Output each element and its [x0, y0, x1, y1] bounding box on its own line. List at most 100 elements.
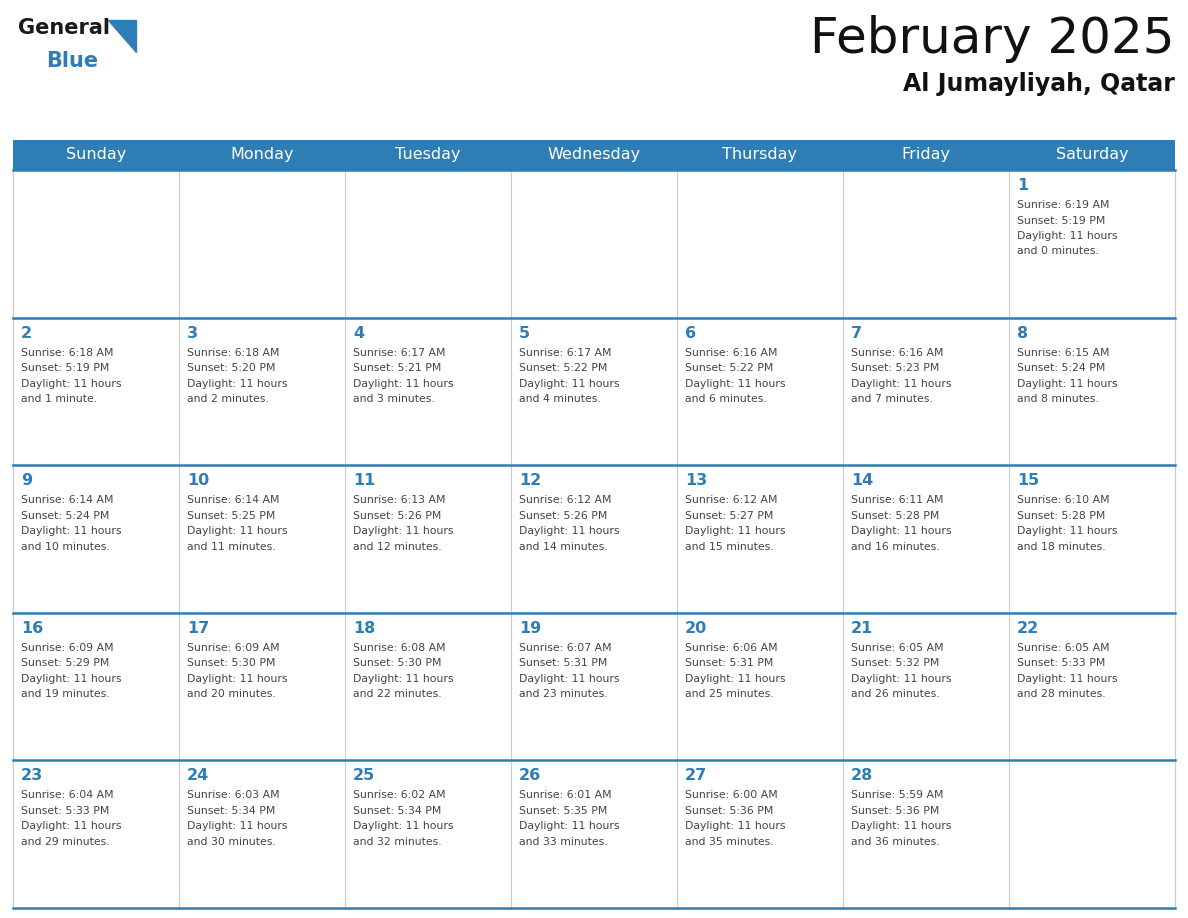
Text: and 1 minute.: and 1 minute. — [21, 394, 97, 404]
Text: Daylight: 11 hours: Daylight: 11 hours — [353, 822, 454, 832]
Text: and 29 minutes.: and 29 minutes. — [21, 837, 109, 847]
Text: and 15 minutes.: and 15 minutes. — [685, 542, 773, 552]
Text: 5: 5 — [519, 326, 530, 341]
Text: Daylight: 11 hours: Daylight: 11 hours — [685, 526, 785, 536]
Polygon shape — [108, 20, 135, 52]
Text: 8: 8 — [1017, 326, 1028, 341]
Text: Daylight: 11 hours: Daylight: 11 hours — [187, 674, 287, 684]
Text: Daylight: 11 hours: Daylight: 11 hours — [21, 822, 121, 832]
Text: Sunset: 5:36 PM: Sunset: 5:36 PM — [685, 806, 773, 816]
Text: and 32 minutes.: and 32 minutes. — [353, 837, 442, 847]
Text: Daylight: 11 hours: Daylight: 11 hours — [851, 378, 952, 388]
Text: and 36 minutes.: and 36 minutes. — [851, 837, 940, 847]
Text: Sunset: 5:25 PM: Sunset: 5:25 PM — [187, 510, 276, 521]
Text: Daylight: 11 hours: Daylight: 11 hours — [187, 378, 287, 388]
Text: February 2025: February 2025 — [810, 15, 1175, 63]
Text: Daylight: 11 hours: Daylight: 11 hours — [685, 674, 785, 684]
Text: 4: 4 — [353, 326, 365, 341]
Text: Sunrise: 6:03 AM: Sunrise: 6:03 AM — [187, 790, 279, 800]
Text: Sunset: 5:35 PM: Sunset: 5:35 PM — [519, 806, 607, 816]
Text: Sunday: Sunday — [65, 148, 126, 162]
Text: 14: 14 — [851, 473, 873, 488]
Text: 22: 22 — [1017, 621, 1040, 636]
Text: Sunrise: 6:10 AM: Sunrise: 6:10 AM — [1017, 495, 1110, 505]
Text: Daylight: 11 hours: Daylight: 11 hours — [519, 526, 619, 536]
Text: and 11 minutes.: and 11 minutes. — [187, 542, 276, 552]
Text: Daylight: 11 hours: Daylight: 11 hours — [519, 674, 619, 684]
Text: 6: 6 — [685, 326, 696, 341]
Text: Sunset: 5:19 PM: Sunset: 5:19 PM — [1017, 216, 1105, 226]
Text: Sunset: 5:26 PM: Sunset: 5:26 PM — [353, 510, 442, 521]
Text: Daylight: 11 hours: Daylight: 11 hours — [851, 674, 952, 684]
Text: Sunrise: 5:59 AM: Sunrise: 5:59 AM — [851, 790, 943, 800]
Text: Daylight: 11 hours: Daylight: 11 hours — [1017, 378, 1118, 388]
Text: Sunrise: 6:09 AM: Sunrise: 6:09 AM — [187, 643, 279, 653]
Text: and 28 minutes.: and 28 minutes. — [1017, 689, 1106, 700]
Text: and 25 minutes.: and 25 minutes. — [685, 689, 773, 700]
Text: and 30 minutes.: and 30 minutes. — [187, 837, 276, 847]
Text: Daylight: 11 hours: Daylight: 11 hours — [685, 822, 785, 832]
Text: and 23 minutes.: and 23 minutes. — [519, 689, 607, 700]
Text: Daylight: 11 hours: Daylight: 11 hours — [21, 378, 121, 388]
Text: Sunrise: 6:05 AM: Sunrise: 6:05 AM — [851, 643, 943, 653]
Text: Sunset: 5:29 PM: Sunset: 5:29 PM — [21, 658, 109, 668]
Text: 10: 10 — [187, 473, 209, 488]
Text: Sunset: 5:34 PM: Sunset: 5:34 PM — [353, 806, 442, 816]
Bar — [13, 170, 1175, 908]
Text: 26: 26 — [519, 768, 542, 783]
Text: 2: 2 — [21, 326, 32, 341]
Text: Daylight: 11 hours: Daylight: 11 hours — [21, 526, 121, 536]
Text: Sunrise: 6:08 AM: Sunrise: 6:08 AM — [353, 643, 446, 653]
Text: Sunset: 5:21 PM: Sunset: 5:21 PM — [353, 364, 442, 373]
Text: 19: 19 — [519, 621, 542, 636]
Text: 15: 15 — [1017, 473, 1040, 488]
Text: Sunrise: 6:19 AM: Sunrise: 6:19 AM — [1017, 200, 1110, 210]
Text: General: General — [18, 18, 110, 38]
Text: Sunrise: 6:18 AM: Sunrise: 6:18 AM — [21, 348, 114, 358]
Text: Sunrise: 6:05 AM: Sunrise: 6:05 AM — [1017, 643, 1110, 653]
Text: Sunset: 5:24 PM: Sunset: 5:24 PM — [1017, 364, 1105, 373]
Text: Sunrise: 6:16 AM: Sunrise: 6:16 AM — [851, 348, 943, 358]
Text: Sunrise: 6:12 AM: Sunrise: 6:12 AM — [519, 495, 612, 505]
Text: 11: 11 — [353, 473, 375, 488]
Text: Daylight: 11 hours: Daylight: 11 hours — [519, 378, 619, 388]
Text: Sunrise: 6:13 AM: Sunrise: 6:13 AM — [353, 495, 446, 505]
Text: Sunset: 5:24 PM: Sunset: 5:24 PM — [21, 510, 109, 521]
Text: Daylight: 11 hours: Daylight: 11 hours — [685, 378, 785, 388]
Text: Sunrise: 6:09 AM: Sunrise: 6:09 AM — [21, 643, 114, 653]
Text: Sunset: 5:22 PM: Sunset: 5:22 PM — [685, 364, 773, 373]
Text: Wednesday: Wednesday — [548, 148, 640, 162]
Text: and 26 minutes.: and 26 minutes. — [851, 689, 940, 700]
Text: Blue: Blue — [46, 51, 99, 71]
Text: 12: 12 — [519, 473, 542, 488]
Text: and 2 minutes.: and 2 minutes. — [187, 394, 268, 404]
Text: and 6 minutes.: and 6 minutes. — [685, 394, 766, 404]
Text: Daylight: 11 hours: Daylight: 11 hours — [187, 822, 287, 832]
Text: 16: 16 — [21, 621, 43, 636]
Text: Sunrise: 6:16 AM: Sunrise: 6:16 AM — [685, 348, 777, 358]
Text: Sunset: 5:33 PM: Sunset: 5:33 PM — [1017, 658, 1105, 668]
Text: and 16 minutes.: and 16 minutes. — [851, 542, 940, 552]
Text: 3: 3 — [187, 326, 198, 341]
Text: Daylight: 11 hours: Daylight: 11 hours — [1017, 231, 1118, 241]
Text: Sunrise: 6:14 AM: Sunrise: 6:14 AM — [187, 495, 279, 505]
Text: Daylight: 11 hours: Daylight: 11 hours — [1017, 674, 1118, 684]
Text: 20: 20 — [685, 621, 707, 636]
Text: Sunrise: 6:06 AM: Sunrise: 6:06 AM — [685, 643, 778, 653]
Text: 13: 13 — [685, 473, 707, 488]
Text: 21: 21 — [851, 621, 873, 636]
Text: Daylight: 11 hours: Daylight: 11 hours — [353, 674, 454, 684]
Text: 7: 7 — [851, 326, 862, 341]
Text: Sunset: 5:36 PM: Sunset: 5:36 PM — [851, 806, 940, 816]
Text: Sunset: 5:26 PM: Sunset: 5:26 PM — [519, 510, 607, 521]
Text: Sunrise: 6:04 AM: Sunrise: 6:04 AM — [21, 790, 114, 800]
Text: Sunset: 5:28 PM: Sunset: 5:28 PM — [851, 510, 940, 521]
Text: Sunrise: 6:12 AM: Sunrise: 6:12 AM — [685, 495, 777, 505]
Text: Sunset: 5:22 PM: Sunset: 5:22 PM — [519, 364, 607, 373]
Text: and 0 minutes.: and 0 minutes. — [1017, 247, 1099, 256]
Text: 23: 23 — [21, 768, 43, 783]
Text: 9: 9 — [21, 473, 32, 488]
Text: and 35 minutes.: and 35 minutes. — [685, 837, 773, 847]
Text: Sunset: 5:31 PM: Sunset: 5:31 PM — [685, 658, 773, 668]
Text: Daylight: 11 hours: Daylight: 11 hours — [1017, 526, 1118, 536]
